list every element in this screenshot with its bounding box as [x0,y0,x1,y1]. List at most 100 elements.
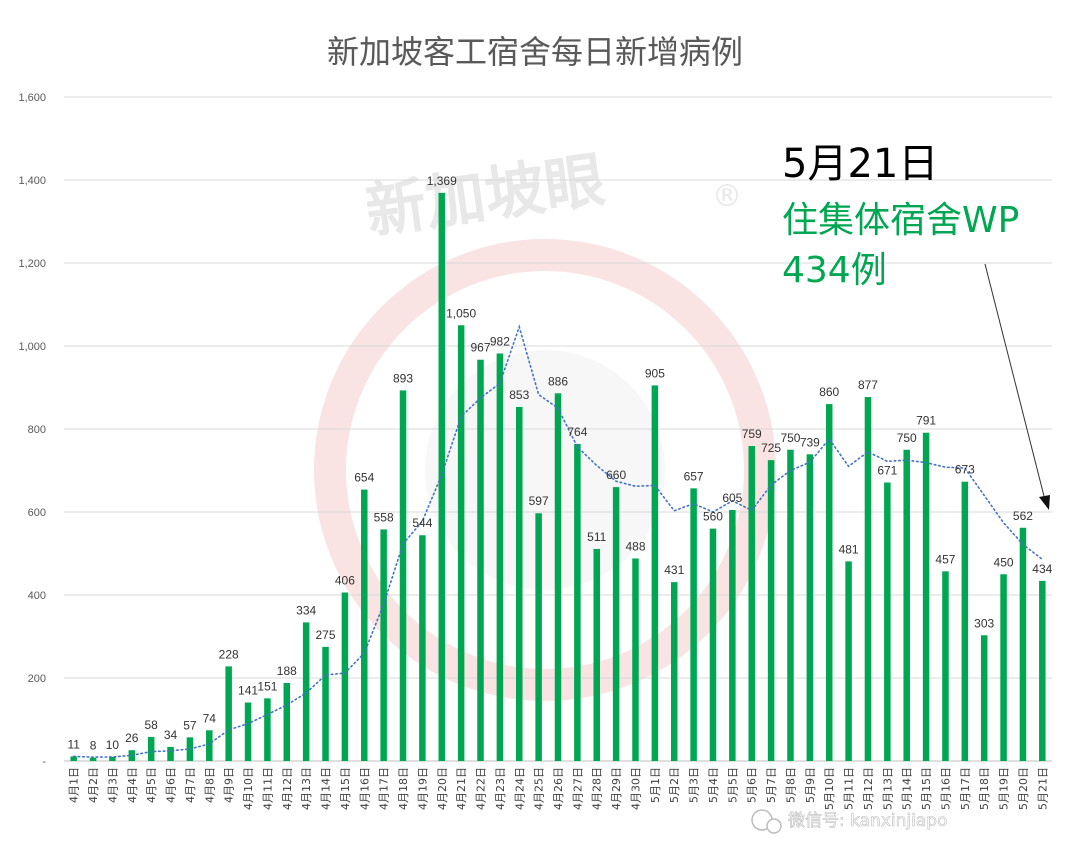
x-tick-label: 4月29日 [610,767,623,810]
data-label: 58 [144,718,158,732]
bar [419,535,426,761]
x-tick-label: 4月26日 [552,767,565,810]
x-tick-label: 4月13日 [300,767,313,810]
bar [845,561,852,761]
data-label: 1,369 [427,174,457,188]
callout-line1: 住集体宿舍WP [782,200,1019,241]
callout-arrowhead [1039,495,1050,510]
data-label: 558 [374,510,394,524]
data-label: 597 [529,494,549,508]
bar [1000,574,1007,761]
y-tick-label: 1,400 [18,175,46,187]
data-label: 886 [548,374,568,388]
data-label: 303 [974,616,994,630]
moving-average-line [72,324,1044,758]
y-tick-label: 600 [28,507,46,519]
x-tick-label: 4月9日 [223,767,236,803]
data-label: 434 [1032,562,1052,576]
data-label: 791 [916,414,936,428]
bar [341,592,349,761]
data-label: 860 [819,385,839,399]
x-tick-label: 5月6日 [746,767,759,803]
x-tick-label: 5月10日 [823,767,836,810]
data-label: 10 [106,738,120,752]
x-tick-label: 4月28日 [591,767,604,810]
x-tick-label: 4月24日 [513,767,526,810]
data-label: 673 [955,463,975,477]
data-label: 228 [219,647,239,661]
bar [322,646,329,761]
watermark-ring [314,239,776,701]
data-label: 188 [277,664,297,678]
data-label: 544 [412,516,432,530]
x-tick-label: 5月3日 [688,767,701,803]
x-tick-label: 5月18日 [978,767,991,810]
bar [729,509,736,761]
callout-line2: 434例 [782,250,887,291]
bar [380,529,387,761]
data-label: 739 [800,435,820,449]
bar [1019,527,1027,761]
chart-title: 新加坡客工宿舍每日新增病例 [327,33,743,71]
y-tick-label: 1,200 [18,258,46,270]
bar [147,736,155,761]
x-tick-label: 4月23日 [494,767,507,810]
bar [884,482,891,761]
data-label: 605 [722,491,742,505]
x-tick-label: 5月16日 [939,767,952,810]
bar [1039,580,1046,761]
y-tick-label: 800 [28,424,46,436]
data-label: 275 [316,628,336,642]
y-tick-label: 1,600 [18,92,46,104]
x-tick-label: 5月11日 [843,767,856,810]
bar [903,449,910,761]
x-axis: 4月1日 4月2日 4月3日 4月4日 4月5日 4月6日 4月7日 4月8日 4月9日 4月10… [68,767,1050,810]
bar [709,528,717,761]
x-tick-label: 5月15日 [920,767,933,810]
callout-arrow [984,263,1046,501]
watermark-registered-mark: ® [712,179,742,214]
x-tick-label: 4月2日 [87,767,100,803]
bar [980,635,988,761]
bar [670,582,678,761]
watermark: 新加坡眼 ® [314,145,776,701]
data-label: 511 [587,530,606,544]
x-tick-label: 4月27日 [571,767,584,810]
x-tick-label: 5月19日 [998,767,1011,810]
x-tick-label: 5月5日 [726,767,739,803]
data-label: 759 [742,427,762,441]
data-label: 1,050 [446,306,476,320]
bar [283,682,291,761]
data-label: 457 [935,552,955,566]
data-label: 141 [238,683,258,697]
bar [748,446,755,761]
data-label: 764 [567,425,587,439]
data-label: 660 [606,468,626,482]
x-tick-label: 4月15日 [339,767,352,810]
bar [225,666,232,761]
data-label: 657 [684,469,704,483]
data-label: 671 [877,464,897,478]
bar [302,622,310,761]
bar [477,359,484,761]
x-tick-label: 4月11日 [261,767,274,810]
data-label: 560 [703,510,723,524]
x-tick-label: 4月6日 [165,767,178,803]
bar [632,558,639,761]
data-label: 725 [761,441,781,455]
data-label: 562 [1013,509,1033,523]
x-tick-label: 5月1日 [649,767,662,803]
x-tick-label: 5月7日 [765,767,778,803]
data-label: 11 [67,737,80,751]
data-label: 450 [994,555,1014,569]
x-tick-label: 4月19日 [416,767,429,810]
x-tick-label: 4月17日 [378,767,391,810]
bar [787,449,794,761]
bar [244,702,252,761]
data-label: 8 [90,739,97,753]
x-tick-label: 4月22日 [475,767,488,810]
data-label: 151 [257,679,277,693]
x-tick-label: 4月16日 [358,767,371,810]
y-tick-label: - [42,756,46,768]
